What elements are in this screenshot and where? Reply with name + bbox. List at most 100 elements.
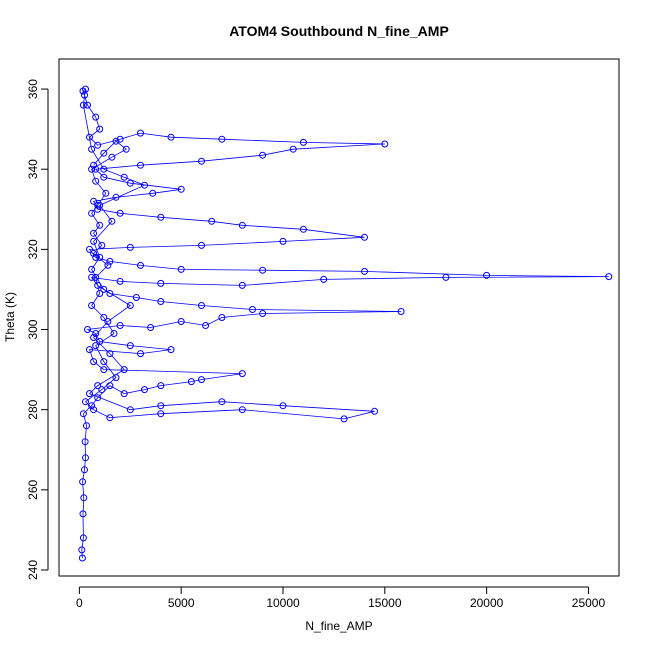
y-tick-label: 260 bbox=[26, 480, 40, 500]
data-point bbox=[198, 241, 205, 249]
data-point bbox=[110, 330, 118, 337]
data-point bbox=[132, 294, 140, 301]
data-point bbox=[238, 370, 246, 378]
data-point bbox=[112, 193, 120, 201]
data-point bbox=[90, 249, 98, 257]
data-point bbox=[96, 221, 104, 229]
y-tick-label: 320 bbox=[26, 239, 40, 259]
data-point bbox=[157, 410, 165, 418]
data-point bbox=[126, 406, 134, 414]
data-point bbox=[137, 350, 144, 358]
data-point bbox=[94, 281, 102, 289]
data-point bbox=[84, 326, 91, 333]
data-point bbox=[299, 138, 307, 146]
data-point bbox=[149, 189, 157, 197]
y-tick-label: 360 bbox=[26, 79, 40, 99]
data-point bbox=[116, 209, 124, 217]
x-tick-label: 15000 bbox=[368, 596, 402, 610]
data-point bbox=[157, 279, 165, 287]
data-point bbox=[238, 406, 246, 414]
data-point bbox=[249, 306, 256, 313]
data-point bbox=[279, 402, 287, 410]
y-tick-label: 280 bbox=[26, 399, 40, 419]
data-point bbox=[94, 205, 102, 213]
data-point bbox=[81, 438, 89, 446]
data-point bbox=[92, 273, 100, 281]
data-point bbox=[167, 133, 175, 141]
data-point bbox=[104, 318, 112, 325]
data-point bbox=[100, 285, 108, 293]
data-point bbox=[88, 145, 96, 153]
data-point bbox=[88, 265, 96, 273]
data-point bbox=[167, 346, 175, 354]
data-point bbox=[79, 510, 87, 518]
data-point bbox=[116, 277, 124, 285]
data-point bbox=[82, 398, 89, 406]
data-point bbox=[299, 225, 307, 233]
x-tick-label: 5000 bbox=[168, 596, 195, 610]
y-tick-label: 240 bbox=[26, 560, 40, 580]
data-point bbox=[177, 185, 185, 193]
data-point bbox=[100, 173, 108, 181]
data-point bbox=[100, 165, 108, 173]
data-point bbox=[86, 245, 93, 253]
data-point bbox=[98, 386, 106, 394]
data-point bbox=[108, 153, 116, 161]
data-point bbox=[208, 217, 216, 225]
data-point bbox=[157, 382, 165, 390]
data-point bbox=[106, 382, 114, 390]
data-point bbox=[198, 157, 205, 165]
data-point bbox=[381, 140, 389, 148]
data-point bbox=[289, 145, 297, 153]
data-point bbox=[100, 366, 108, 374]
data-point bbox=[259, 266, 267, 274]
data-point bbox=[605, 273, 613, 281]
data-point bbox=[94, 201, 102, 209]
data-point bbox=[126, 243, 134, 251]
data-point bbox=[88, 209, 96, 217]
data-point bbox=[90, 161, 98, 169]
data-point bbox=[137, 161, 144, 169]
data-point bbox=[442, 273, 450, 281]
data-point bbox=[126, 179, 134, 187]
data-point bbox=[92, 342, 100, 350]
data-point bbox=[79, 534, 87, 542]
data-point bbox=[106, 290, 114, 297]
y-tick-label: 340 bbox=[26, 159, 40, 179]
data-point bbox=[86, 346, 93, 354]
data-point bbox=[120, 390, 128, 398]
data-point bbox=[90, 197, 98, 205]
data-point bbox=[100, 314, 108, 321]
data-point bbox=[83, 422, 90, 430]
x-axis: 0 5000 10000 15000 20000 25000 bbox=[76, 586, 605, 610]
data-point bbox=[483, 271, 491, 279]
series-layer bbox=[78, 85, 613, 562]
data-point bbox=[259, 310, 267, 317]
data-point bbox=[108, 217, 116, 225]
data-point bbox=[90, 358, 98, 366]
data-point bbox=[157, 213, 165, 221]
chart-title: ATOM4 Southbound N_fine_AMP bbox=[229, 23, 449, 39]
data-point bbox=[157, 402, 165, 410]
data-point bbox=[92, 113, 100, 121]
x-tick-label: 10000 bbox=[266, 596, 300, 610]
data-point bbox=[112, 137, 120, 145]
data-point bbox=[104, 261, 112, 269]
data-point bbox=[218, 398, 226, 406]
data-point bbox=[112, 374, 120, 382]
data-point bbox=[137, 261, 144, 269]
data-point bbox=[126, 302, 134, 309]
data-point bbox=[147, 324, 155, 331]
data-point bbox=[198, 376, 205, 384]
data-point bbox=[88, 302, 96, 309]
data-point bbox=[100, 149, 108, 157]
data-point bbox=[88, 402, 96, 410]
data-point bbox=[88, 165, 96, 173]
data-point bbox=[84, 101, 91, 109]
data-point bbox=[198, 302, 205, 309]
y-tick-label: 300 bbox=[26, 319, 40, 339]
data-point bbox=[238, 221, 246, 229]
data-point bbox=[96, 201, 104, 209]
